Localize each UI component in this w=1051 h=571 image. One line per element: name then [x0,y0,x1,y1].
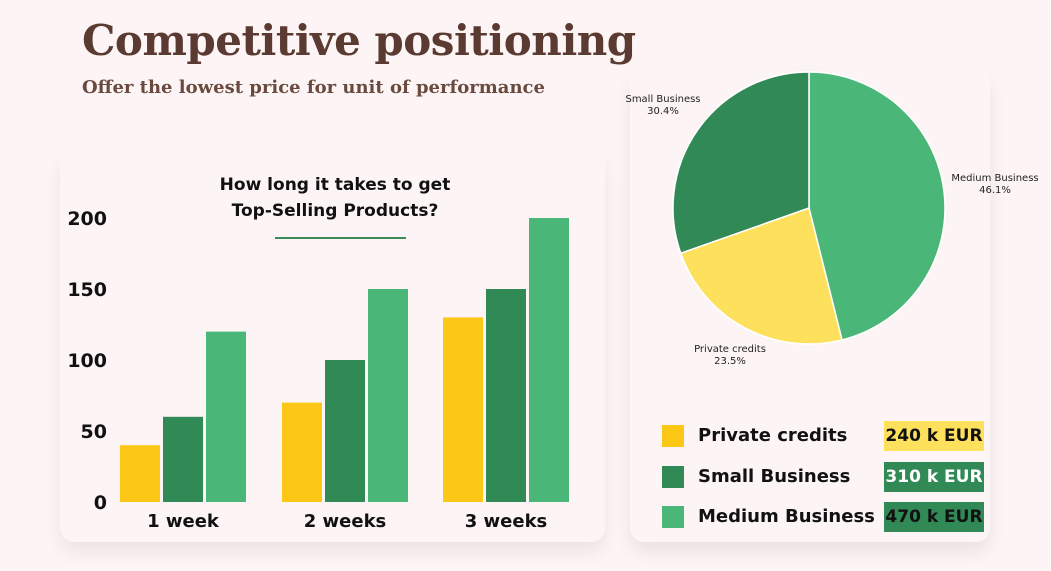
x-tick-label: 3 weeks [465,511,548,532]
legend-swatch [662,506,684,528]
bar [486,289,526,502]
pie-percent: 23.5% [714,356,746,367]
bar [368,289,408,502]
pie-label: Private credits [694,344,766,355]
bar [120,445,160,502]
page-subtitle: Offer the lowest price for unit of perfo… [82,77,545,98]
y-tick-label: 50 [81,421,107,443]
y-tick-label: 200 [67,208,107,230]
pie-percent: 30.4% [647,106,679,117]
amount-badge: 240 k EUR [884,421,984,451]
bar [529,218,569,502]
pie-slice [808,71,946,341]
legend-label: Small Business [698,466,851,487]
pie-percent: 46.1% [979,185,1011,196]
legend-swatch [662,466,684,488]
amount-badge: 310 k EUR [884,462,984,492]
bar-chart-title: How long it takes to get Top-Selling Pro… [190,172,480,224]
bar [282,402,322,502]
bar-chart-title-line1: How long it takes to get [219,175,451,195]
bar [325,360,365,502]
page-title: Competitive positioning [82,16,636,65]
amount-badge: 470 k EUR [884,502,984,532]
legend-label: Private credits [698,425,848,446]
bar-chart-title-underline [275,237,406,239]
bar [443,317,483,502]
y-tick-label: 150 [67,279,107,301]
legend-swatch [662,425,684,447]
pie-label: Small Business [625,94,700,105]
y-tick-label: 100 [67,350,107,372]
pie-slice [679,207,843,345]
bar [163,416,203,502]
pie-slice [672,71,810,255]
bar [206,331,246,502]
x-tick-label: 2 weeks [304,511,387,532]
pie-label: Medium Business [951,173,1038,184]
y-tick-label: 0 [94,492,107,514]
x-tick-label: 1 week [147,511,220,532]
legend-label: Medium Business [698,506,875,527]
bar-chart-title-line2: Top-Selling Products? [231,201,439,221]
